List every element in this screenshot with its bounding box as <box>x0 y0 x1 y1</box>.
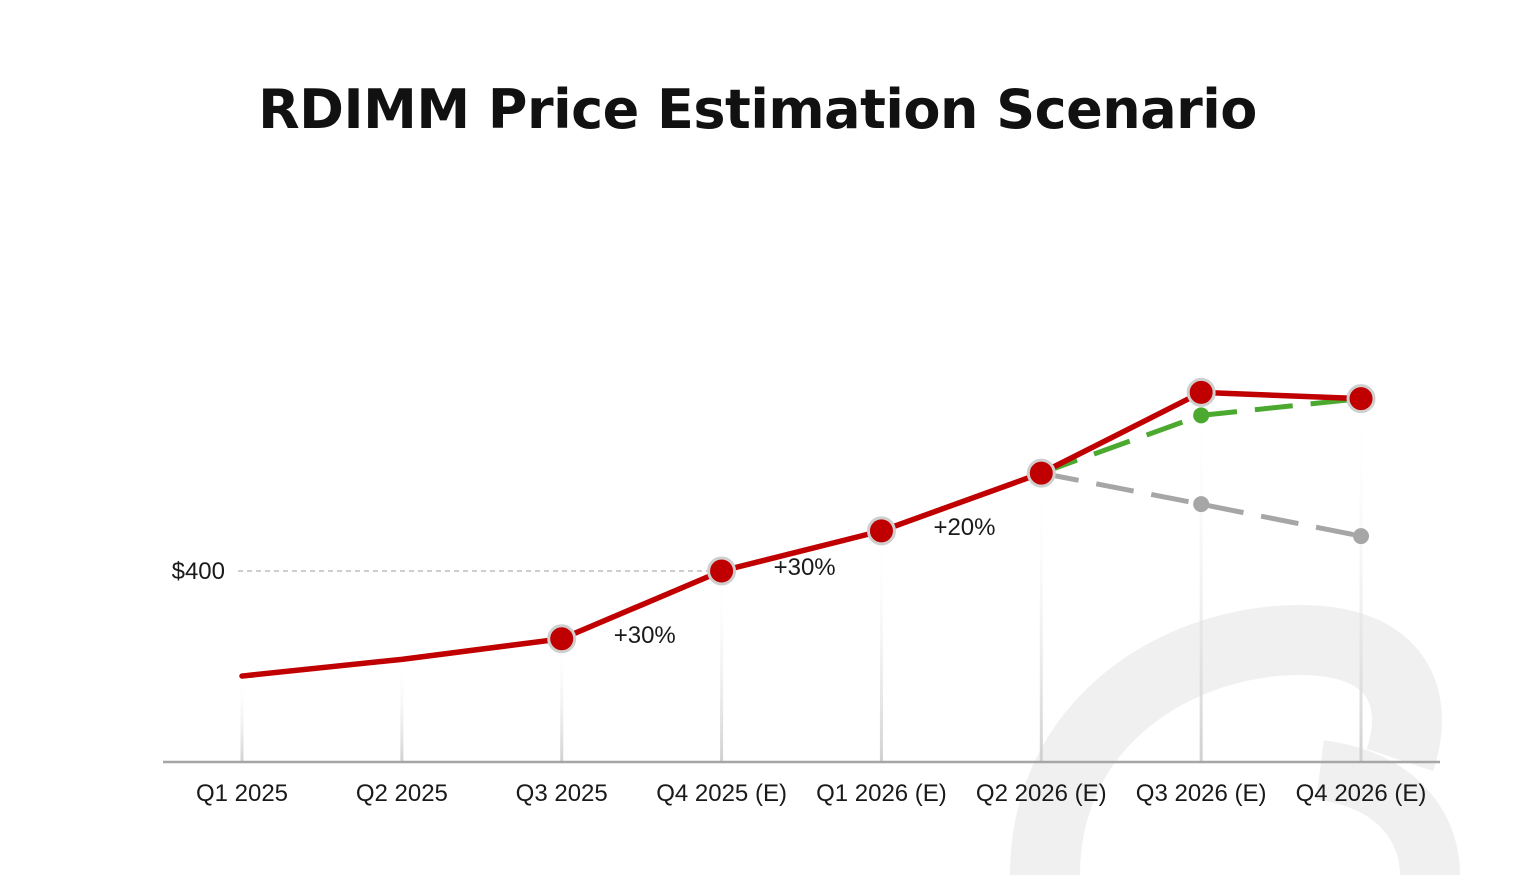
drop-line <box>1359 398 1363 762</box>
series-markers <box>547 377 1376 654</box>
drop-lines <box>240 392 1363 762</box>
series-point <box>547 624 577 654</box>
percent-annotation: +30% <box>614 622 676 649</box>
tick-labels: Q1 2025 Q2 2025 Q3 2025 Q4 2025 (E) Q1 2026 … <box>196 780 1426 807</box>
series-point <box>1193 496 1210 513</box>
watermark-tail <box>1315 740 1460 875</box>
series-point <box>1346 384 1376 414</box>
percent-annotation: +20% <box>933 514 995 541</box>
series-point <box>1186 377 1216 407</box>
drop-line <box>560 638 564 762</box>
x-tick-label: Q4 2026 (E) <box>1296 780 1427 807</box>
chart-title: RDIMM Price Estimation Scenario <box>258 78 1257 141</box>
watermark-arc <box>1010 604 1442 875</box>
drop-line <box>1199 392 1203 762</box>
drop-line <box>240 676 244 762</box>
reference-line: $400 <box>172 558 722 585</box>
y-reference-label: $400 <box>172 558 225 585</box>
drop-line <box>1039 473 1043 762</box>
x-tick-label: Q3 2026 (E) <box>1136 780 1267 807</box>
series-point <box>1026 458 1056 488</box>
watermark-logo <box>1010 604 1460 875</box>
percent-annotation: +30% <box>774 554 836 581</box>
x-tick-label: Q2 2026 (E) <box>976 780 1107 807</box>
drop-line <box>720 571 724 762</box>
drop-line <box>879 530 883 762</box>
x-tick-label: Q1 2025 <box>196 780 288 807</box>
series-point <box>1193 407 1210 424</box>
series-line-0 <box>239 389 1364 679</box>
drop-line <box>400 659 404 762</box>
series-point <box>707 556 737 586</box>
x-tick-label: Q1 2026 (E) <box>816 780 947 807</box>
x-tick-label: Q4 2025 (E) <box>656 780 787 807</box>
x-tick-label: Q3 2025 <box>516 780 608 807</box>
percent-annotations: +30% +30% +20% <box>614 514 996 649</box>
series-point <box>866 516 896 546</box>
x-tick-label: Q2 2025 <box>356 780 448 807</box>
series-point <box>1353 528 1370 545</box>
